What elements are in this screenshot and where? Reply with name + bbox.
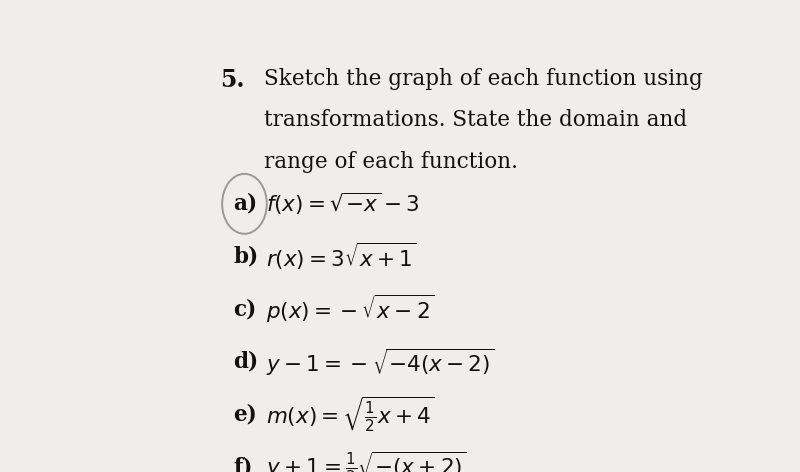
Text: f): f) [234, 456, 253, 472]
Text: transformations. State the domain and: transformations. State the domain and [264, 110, 687, 131]
Text: c): c) [234, 298, 257, 320]
Text: $p(x) = -\sqrt{x - 2}$: $p(x) = -\sqrt{x - 2}$ [266, 293, 434, 325]
Text: $y + 1 = \frac{1}{3}\sqrt{-(x + 2)}$: $y + 1 = \frac{1}{3}\sqrt{-(x + 2)}$ [266, 449, 467, 472]
Text: Sketch the graph of each function using: Sketch the graph of each function using [264, 67, 703, 90]
Text: 5.: 5. [220, 67, 244, 92]
Text: range of each function.: range of each function. [264, 151, 518, 173]
Text: e): e) [234, 404, 257, 426]
Text: b): b) [234, 245, 258, 268]
Text: $y - 1 = -\sqrt{-4(x - 2)}$: $y - 1 = -\sqrt{-4(x - 2)}$ [266, 346, 494, 378]
Text: $m(x) = \sqrt{\frac{1}{2}x + 4}$: $m(x) = \sqrt{\frac{1}{2}x + 4}$ [266, 395, 435, 434]
Text: $r(x) = 3\sqrt{x + 1}$: $r(x) = 3\sqrt{x + 1}$ [266, 241, 417, 272]
Text: d): d) [234, 351, 258, 373]
Text: $f(x) = \sqrt{-x} - 3$: $f(x) = \sqrt{-x} - 3$ [266, 191, 420, 217]
Text: a): a) [234, 193, 258, 215]
